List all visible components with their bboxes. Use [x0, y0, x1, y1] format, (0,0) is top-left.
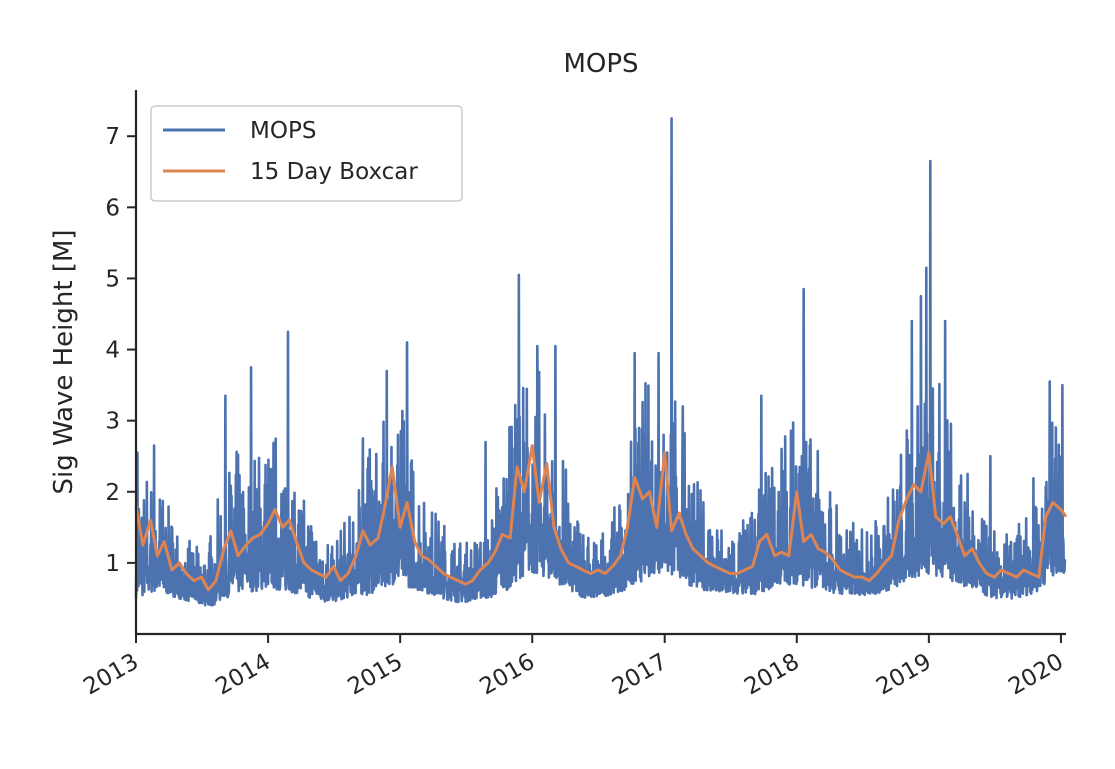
series-line-mops: [134, 117, 1067, 607]
y-tick-label: 2: [105, 480, 120, 506]
x-tick-label: 2020: [1004, 649, 1068, 701]
legend-label-boxcar: 15 Day Boxcar: [250, 159, 418, 185]
x-tick-label: 2018: [740, 649, 804, 701]
x-tick-label: 2019: [872, 649, 936, 701]
y-axis-label: Sig Wave Height [M]: [49, 229, 79, 494]
x-tick-label: 2016: [476, 649, 540, 701]
x-tick-label: 2017: [608, 649, 672, 701]
x-ticks: 2013 2014 2015 2016 2017 2018 2019 2020: [79, 634, 1068, 700]
y-tick-label: 3: [105, 409, 120, 435]
legend-label-mops: MOPS: [250, 118, 316, 144]
legend: MOPS 15 Day Boxcar: [150, 105, 463, 202]
x-tick-label: 2015: [343, 649, 407, 701]
x-tick-label: 2013: [79, 649, 143, 701]
y-ticks: 1 2 3 4 5 6 7: [105, 124, 136, 577]
x-tick-label: 2014: [211, 649, 275, 701]
y-tick-label: 5: [105, 266, 120, 292]
y-tick-label: 4: [105, 338, 120, 364]
y-tick-label: 7: [105, 124, 120, 150]
y-tick-label: 1: [105, 551, 120, 577]
chart-title: MOPS: [563, 49, 638, 79]
series-line-boxcar: [134, 444, 1068, 592]
series-layer: [134, 117, 1068, 607]
legend-box: [150, 105, 463, 202]
y-tick-label: 6: [105, 195, 120, 221]
